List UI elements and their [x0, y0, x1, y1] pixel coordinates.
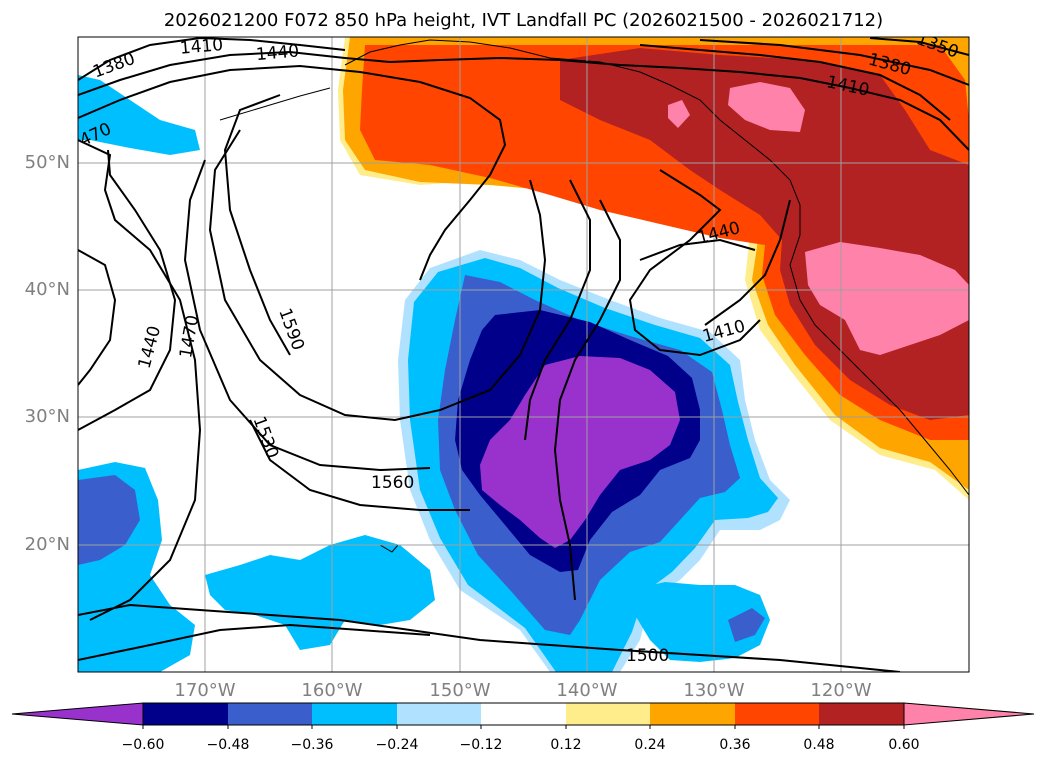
- fill-neg-036-east: [728, 608, 765, 642]
- colorbar-label: −0.48: [206, 737, 250, 753]
- lon-label-120w: 120°W: [810, 680, 872, 701]
- lon-label-170w: 170°W: [174, 680, 236, 701]
- colorbar-outline: [142, 702, 905, 726]
- map-area: 1380 1410 1440 1350 1380 1410 470 1440 1…: [78, 35, 969, 672]
- colorbar-label: 0.24: [634, 737, 666, 753]
- fill-pos-060-north: [728, 82, 805, 132]
- lat-label-20n: 20°N: [24, 534, 70, 555]
- fill-pos-060-south: [805, 242, 969, 355]
- colorbar-swatch: [650, 703, 735, 725]
- map-title: 2026021200 F072 850 hPa height, IVT Land…: [163, 10, 884, 31]
- contour-label: 1560: [371, 473, 414, 493]
- contour-label: 1440: [255, 41, 300, 65]
- lat-label-50n: 50°N: [24, 152, 70, 173]
- colorbar-min-extend: [11, 702, 144, 726]
- lon-label-130w: 130°W: [683, 680, 745, 701]
- height-contours: [78, 37, 969, 672]
- colorbar-swatch: [143, 703, 228, 725]
- colorbar-swatch: [566, 703, 650, 725]
- colorbar: [11, 702, 1035, 729]
- lon-label-150w: 150°W: [429, 680, 491, 701]
- colorbar-label: −0.60: [121, 737, 165, 753]
- colorbar-swatch: [228, 703, 312, 725]
- fill-pos-060-small: [668, 100, 690, 128]
- colorbar-swatch: [481, 703, 566, 725]
- colorbar-label: 0.60: [888, 737, 920, 753]
- fill-neg-024-nw: [78, 75, 200, 155]
- fill-neg-024-south: [205, 535, 435, 650]
- fill-neg-036-west: [78, 475, 140, 565]
- contour-label: 1500: [626, 646, 669, 666]
- lon-label-160w: 160°W: [301, 680, 363, 701]
- colorbar-label: 0.12: [550, 737, 582, 753]
- colorbar-max-extend: [903, 702, 1035, 726]
- colorbar-swatch: [819, 703, 904, 725]
- colorbar-label: 0.36: [719, 737, 751, 753]
- colorbar-swatch: [312, 703, 397, 725]
- colorbar-label: −0.36: [290, 737, 334, 753]
- lon-label-140w: 140°W: [556, 680, 618, 701]
- colorbar-label: −0.12: [459, 737, 503, 753]
- colorbar-label: 0.48: [803, 737, 835, 753]
- colorbar-label: −0.24: [375, 737, 419, 753]
- lat-label-40n: 40°N: [24, 279, 70, 300]
- lat-label-30n: 30°N: [24, 406, 70, 427]
- west-negative-region: [78, 75, 770, 672]
- map-frame: [77, 36, 970, 673]
- colorbar-swatch: [397, 703, 481, 725]
- colorbar-swatch: [735, 703, 819, 725]
- positive-ivt-region: [338, 37, 969, 500]
- negative-ivt-region: [398, 250, 790, 672]
- coastlines: [219, 39, 969, 553]
- contour-label: 1410: [179, 35, 224, 59]
